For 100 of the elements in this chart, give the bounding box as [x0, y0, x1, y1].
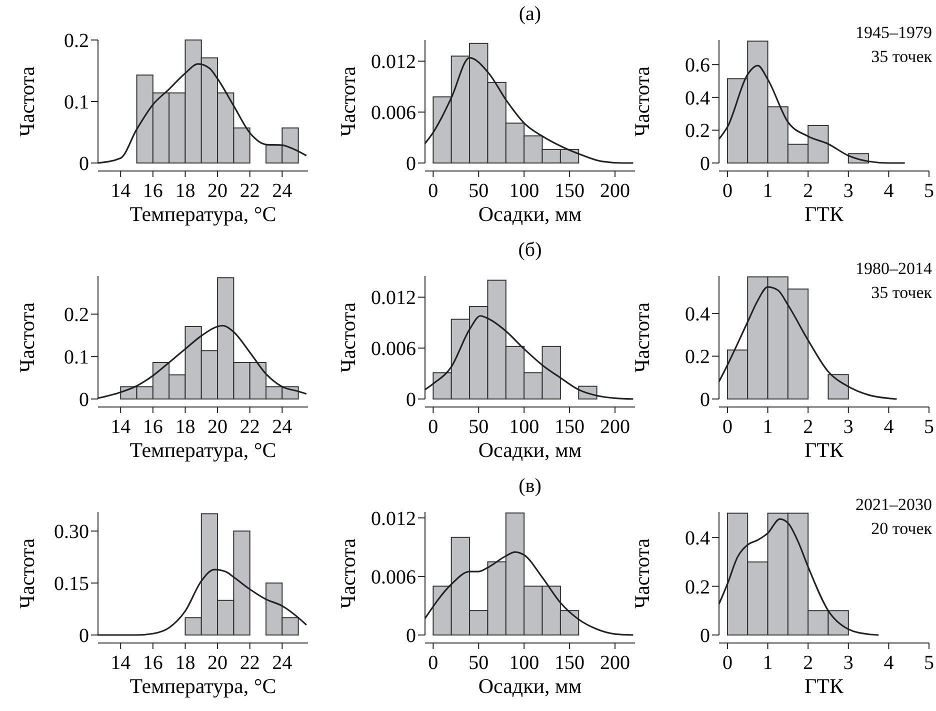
- y-tick-label: 0.4: [685, 87, 710, 110]
- y-tick-label: 0.2: [685, 120, 710, 142]
- x-tick-label: 24: [272, 652, 292, 674]
- x-tick-label: 3: [843, 416, 854, 438]
- x-axis-title: Температура, °C: [130, 674, 276, 698]
- y-tick-label: 0.012: [371, 51, 416, 74]
- x-tick-label: 3: [843, 652, 854, 674]
- y-axis-title: Частота: [630, 302, 654, 373]
- x-axis-title: Температура, °C: [130, 438, 276, 462]
- x-tick-label: 0: [428, 416, 438, 438]
- x-tick-label: 0: [428, 652, 438, 674]
- y-tick-label: 0: [700, 389, 710, 411]
- x-tick-label: 16: [142, 180, 163, 202]
- x-tick-label: 18: [175, 652, 196, 674]
- y-tick-label: 0.1: [64, 346, 89, 369]
- x-tick-label: 2: [803, 416, 814, 438]
- annotation: 1945–1979: [856, 23, 932, 42]
- y-tick-label: 0.006: [371, 102, 416, 124]
- x-tick-label: 50: [468, 416, 489, 438]
- x-axis-title: Температура, °C: [130, 202, 276, 226]
- x-tick-label: 4: [884, 416, 894, 438]
- x-tick-label: 0: [722, 416, 732, 438]
- y-axis-title: Частота: [336, 66, 360, 137]
- y-tick-label: 0.4: [685, 528, 710, 550]
- y-tick-label: 0: [79, 153, 89, 175]
- x-tick-label: 100: [509, 180, 540, 202]
- x-axis-title: ГТК: [804, 202, 844, 226]
- x-tick-label: 0: [428, 180, 438, 202]
- x-axis-title: ГТК: [804, 438, 844, 462]
- chart-title: (в): [518, 475, 542, 497]
- y-tick-label: 0: [700, 625, 710, 647]
- y-tick-label: 0: [406, 153, 416, 175]
- y-axis-title: Частота: [336, 302, 360, 373]
- y-tick-label: 0.006: [371, 566, 416, 588]
- x-tick-label: 20: [208, 180, 228, 202]
- x-tick-label: 100: [509, 652, 540, 674]
- y-tick-label: 0.006: [371, 338, 416, 360]
- annotation: 1980–2014: [856, 259, 932, 278]
- y-axis-title: Частота: [336, 538, 360, 609]
- y-tick-label: 0.2: [685, 346, 710, 368]
- x-tick-label: 14: [110, 416, 131, 438]
- x-tick-label: 16: [142, 652, 163, 674]
- y-tick-label: 0.15: [54, 573, 89, 596]
- x-tick-label: 1: [762, 652, 773, 674]
- x-tick-label: 20: [208, 416, 228, 438]
- x-tick-label: 22: [240, 180, 260, 202]
- y-tick-label: 0: [700, 153, 710, 175]
- x-tick-label: 2: [803, 652, 814, 674]
- x-tick-label: 22: [240, 416, 260, 438]
- x-axis-title: Осадки, мм: [478, 674, 582, 698]
- x-tick-label: 0: [722, 180, 732, 202]
- x-tick-label: 200: [600, 180, 630, 202]
- x-tick-label: 50: [468, 652, 489, 674]
- x-tick-label: 20: [208, 652, 228, 674]
- y-tick-label: 0.4: [685, 303, 710, 326]
- x-tick-label: 4: [884, 652, 894, 674]
- x-tick-label: 14: [110, 652, 131, 674]
- y-tick-label: 0.012: [371, 287, 416, 310]
- x-tick-label: 200: [600, 652, 630, 674]
- y-tick-label: 0: [406, 625, 416, 647]
- annotation: 20 точек: [871, 519, 933, 538]
- y-tick-label: 0: [79, 389, 89, 411]
- x-tick-label: 150: [554, 416, 585, 438]
- annotation: 2021–2030: [856, 495, 932, 514]
- y-tick-label: 0: [406, 389, 416, 411]
- x-tick-label: 0: [722, 652, 732, 674]
- x-tick-label: 1: [762, 180, 773, 202]
- y-axis-title: Частота: [630, 66, 654, 137]
- x-tick-label: 18: [175, 416, 196, 438]
- x-tick-label: 50: [468, 180, 489, 202]
- y-tick-label: 0.6: [685, 54, 710, 77]
- x-tick-label: 22: [240, 652, 260, 674]
- y-tick-label: 0.2: [64, 30, 89, 52]
- y-axis-title: Частота: [15, 302, 39, 373]
- x-tick-label: 18: [175, 180, 196, 202]
- chart-title: (б): [518, 239, 542, 261]
- x-tick-label: 14: [110, 180, 131, 202]
- y-axis-title: Частота: [15, 66, 39, 137]
- annotation: 35 точек: [871, 283, 933, 302]
- annotation: 35 точек: [871, 47, 933, 66]
- y-axis-title: Частота: [630, 538, 654, 609]
- x-tick-label: 5: [924, 180, 934, 202]
- x-tick-label: 3: [843, 180, 854, 202]
- x-tick-label: 1: [762, 416, 773, 438]
- x-tick-label: 200: [600, 416, 630, 438]
- x-axis-title: Осадки, мм: [478, 438, 582, 462]
- y-axis-title: Частота: [15, 538, 39, 609]
- x-tick-label: 150: [554, 652, 585, 674]
- chart-title: (а): [518, 3, 542, 25]
- x-tick-label: 4: [884, 180, 894, 202]
- x-axis-title: ГТК: [804, 674, 844, 698]
- x-axis-title: Осадки, мм: [478, 202, 582, 226]
- y-tick-label: 0.2: [64, 304, 89, 326]
- x-tick-label: 24: [272, 416, 292, 438]
- x-tick-label: 150: [554, 180, 585, 202]
- y-tick-label: 0.2: [685, 576, 710, 598]
- y-tick-label: 0.1: [64, 92, 89, 114]
- x-tick-label: 100: [509, 416, 540, 438]
- y-tick-label: 0.30: [54, 521, 89, 544]
- x-tick-label: 2: [803, 180, 814, 202]
